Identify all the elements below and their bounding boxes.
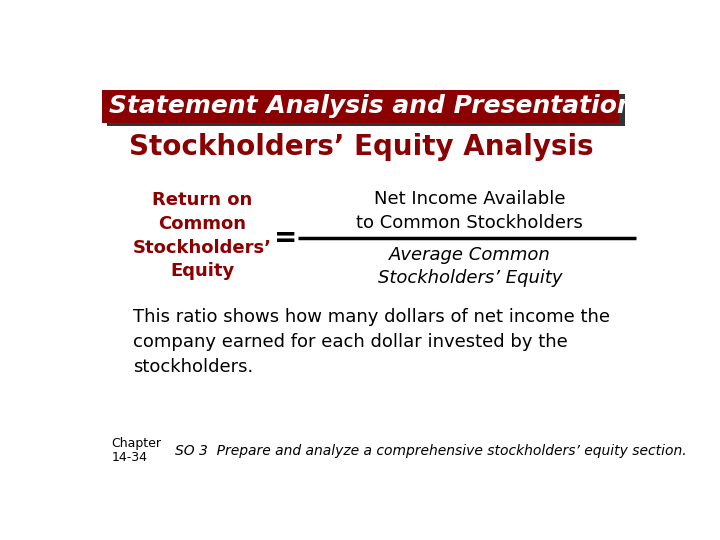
Text: Chapter: Chapter (112, 437, 162, 450)
Text: =: = (274, 224, 297, 252)
Text: 14-34: 14-34 (112, 451, 148, 464)
Text: This ratio shows how many dollars of net income the
company earned for each doll: This ratio shows how many dollars of net… (132, 308, 610, 376)
Text: Stockholders’ Equity Analysis: Stockholders’ Equity Analysis (129, 133, 593, 161)
FancyBboxPatch shape (107, 94, 625, 126)
Text: Return on
Common
Stockholders’
Equity: Return on Common Stockholders’ Equity (133, 191, 272, 280)
Text: Statement Analysis and Presentation: Statement Analysis and Presentation (109, 94, 635, 118)
Text: Net Income Available
to Common Stockholders: Net Income Available to Common Stockhold… (356, 190, 583, 232)
FancyBboxPatch shape (102, 90, 619, 123)
Text: SO 3  Prepare and analyze a comprehensive stockholders’ equity section.: SO 3 Prepare and analyze a comprehensive… (175, 443, 687, 457)
Text: Average Common
Stockholders’ Equity: Average Common Stockholders’ Equity (377, 246, 562, 287)
